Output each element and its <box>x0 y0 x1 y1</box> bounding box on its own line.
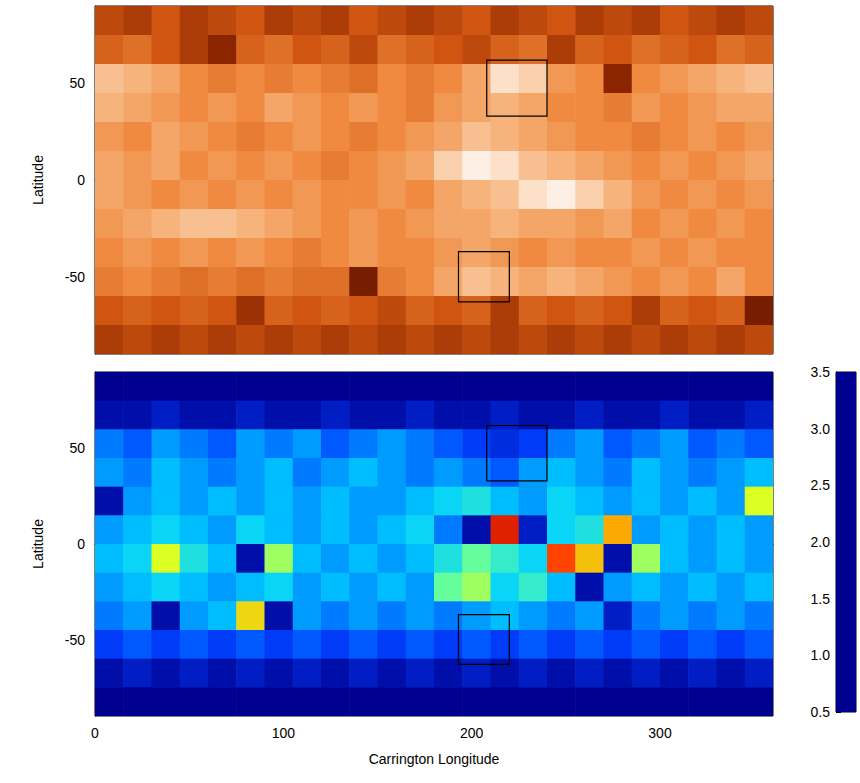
svg-text:0.5: 0.5 <box>811 704 831 720</box>
svg-text:0: 0 <box>91 725 99 741</box>
svg-text:0: 0 <box>77 172 85 188</box>
svg-text:2.5: 2.5 <box>811 477 831 493</box>
svg-text:50: 50 <box>69 75 85 91</box>
svg-text:0: 0 <box>77 536 85 552</box>
svg-text:100: 100 <box>272 725 296 741</box>
svg-text:300: 300 <box>648 725 672 741</box>
svg-text:3.5: 3.5 <box>811 364 831 380</box>
svg-text:1.0: 1.0 <box>811 647 831 663</box>
svg-text:1.5: 1.5 <box>811 591 831 607</box>
svg-text:Carrington Longitude: Carrington Longitude <box>369 751 500 767</box>
svg-text:50: 50 <box>69 440 85 456</box>
svg-text:2.0: 2.0 <box>811 534 831 550</box>
svg-text:200: 200 <box>460 725 484 741</box>
svg-text:Latitude: Latitude <box>30 155 46 205</box>
svg-text:3.0: 3.0 <box>811 421 831 437</box>
svg-text:Latitude: Latitude <box>30 519 46 569</box>
svg-text:-50: -50 <box>65 632 85 648</box>
svg-text:-50: -50 <box>65 269 85 285</box>
